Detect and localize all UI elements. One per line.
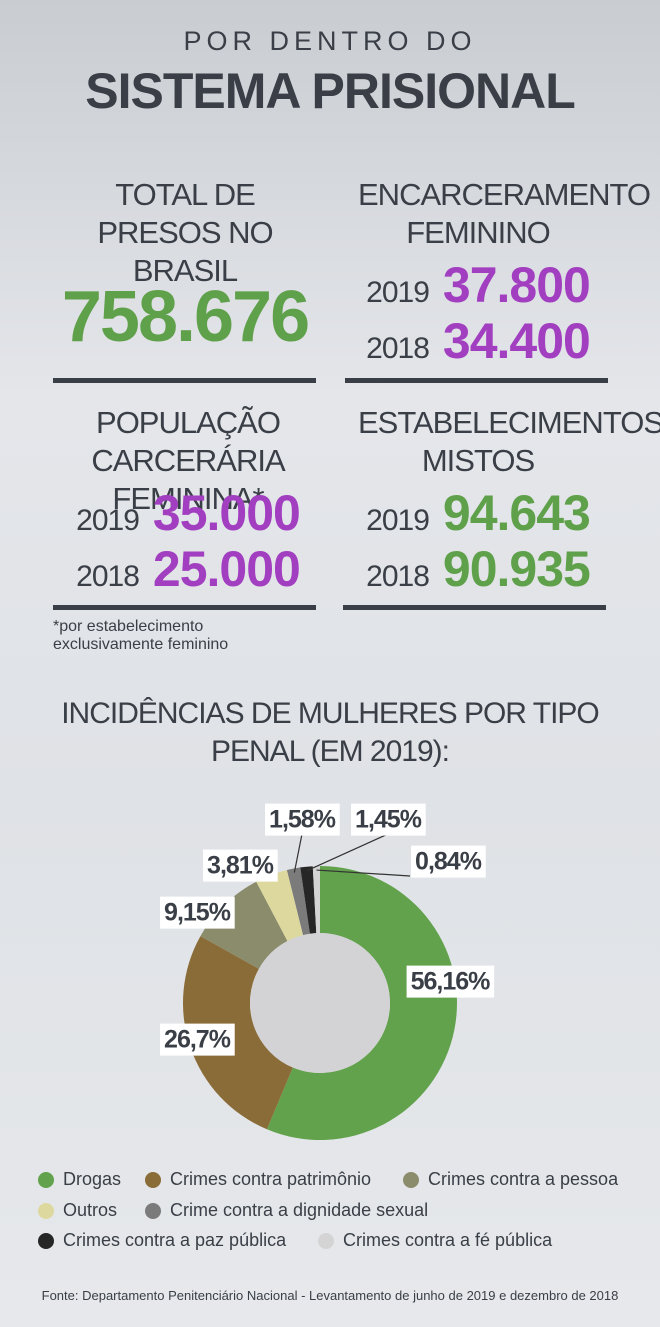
- year: 2018: [366, 560, 430, 593]
- value-label: 0,84%: [411, 845, 486, 878]
- year: 2018: [366, 332, 430, 365]
- value-label-text: 1,45%: [355, 806, 422, 834]
- legend-label: Crimes contra a paz pública: [63, 1230, 287, 1250]
- year: 2018: [76, 560, 140, 593]
- value-label: 1,45%: [351, 803, 426, 836]
- donut-slice: [312, 866, 320, 934]
- label-bg: [265, 803, 340, 836]
- separator: [345, 378, 608, 383]
- stat-row: 2018 90.935: [348, 540, 608, 598]
- leader-line: [293, 833, 303, 873]
- year: 2019: [366, 276, 430, 309]
- donut-slice: [300, 866, 317, 934]
- stat-value: 94.643: [442, 485, 591, 541]
- label-bg: [160, 1023, 235, 1056]
- label-bg: [160, 896, 235, 929]
- leader-line: [306, 833, 389, 872]
- value-label: 9,15%: [160, 896, 235, 929]
- legend-item: Crimes contra patrimônio: [145, 1169, 371, 1190]
- stat-value: 35.000: [152, 485, 301, 541]
- donut-slice: [286, 867, 310, 936]
- legend-item: Crimes contra a paz pública: [38, 1230, 286, 1251]
- separator: [343, 605, 606, 610]
- label-bg: [351, 803, 426, 836]
- donut-slice: [183, 936, 293, 1130]
- value-label: 3,81%: [203, 849, 278, 882]
- year: 2019: [76, 504, 140, 537]
- kicker: POR DENTRO DO: [183, 26, 477, 56]
- footnote: *por estabelecimento exclusivamente femi…: [53, 618, 229, 653]
- donut-hole: [250, 933, 390, 1073]
- value-label: 56,16%: [406, 965, 495, 998]
- stat-value: 25.000: [152, 541, 301, 597]
- stat-value: 37.800: [442, 257, 591, 313]
- legend-item: Crimes contra a pessoa: [403, 1169, 618, 1190]
- stat-row: 2019 35.000: [58, 484, 318, 542]
- value-label-text: 56,16%: [411, 968, 491, 996]
- label-bg: [203, 849, 278, 882]
- legend-marker: [403, 1171, 419, 1188]
- leader-line: [316, 869, 411, 877]
- value-label-text: 26,7%: [164, 1026, 231, 1054]
- donut-slice: [200, 881, 288, 969]
- year: 2019: [366, 504, 430, 537]
- chart-title: INCIDÊNCIAS DE MULHERES POR TIPO PENAL (…: [61, 697, 600, 768]
- legend-marker: [38, 1171, 54, 1188]
- legend-label: Crimes contra a fé pública: [343, 1230, 553, 1250]
- separator: [53, 605, 316, 610]
- value-label-text: 1,58%: [269, 806, 336, 834]
- value-label-text: 3,81%: [207, 852, 274, 880]
- value-label-text: 9,15%: [164, 899, 231, 927]
- stat-row: 2018 25.000: [58, 540, 318, 598]
- label-bg: [406, 965, 495, 998]
- legend-label: Crime contra a dignidade sexual: [170, 1200, 429, 1220]
- legend-item: Crimes contra a fé pública: [318, 1230, 552, 1251]
- stat-value: 758.676: [61, 277, 310, 357]
- legend-item: Outros: [38, 1200, 117, 1221]
- stat-title: POPULAÇÃO CARCERÁRIA FEMININA*: [91, 405, 285, 516]
- legend-marker: [145, 1171, 161, 1188]
- stat-value: 34.400: [442, 313, 591, 369]
- stat-value: 90.935: [442, 541, 591, 597]
- source: Fonte: Departamento Penitenciário Nacion…: [41, 1288, 619, 1303]
- legend-marker: [38, 1202, 54, 1219]
- label-bg: [411, 845, 486, 878]
- legend-marker: [38, 1232, 54, 1249]
- legend-label: Drogas: [63, 1169, 122, 1189]
- legend-label: Outros: [63, 1200, 118, 1220]
- stat-row: 2019 94.643: [348, 484, 608, 542]
- legend-marker: [145, 1202, 161, 1219]
- value-label: 1,58%: [265, 803, 340, 836]
- legend-item: Crime contra a dignidade sexual: [145, 1200, 428, 1221]
- legend-label: Crimes contra a pessoa: [428, 1169, 619, 1189]
- donut-slice: [266, 866, 458, 1140]
- legend-item: Drogas: [38, 1169, 121, 1190]
- stat-row: 2018 34.400: [348, 312, 608, 370]
- legend-label: Crimes contra patrimônio: [170, 1169, 372, 1189]
- value-label: 26,7%: [160, 1023, 235, 1056]
- donut-slice: [256, 870, 304, 942]
- separator: [53, 378, 316, 383]
- title: SISTEMA PRISIONAL: [85, 63, 576, 119]
- stat-title: TOTAL DE PRESOS NO BRASIL: [97, 177, 273, 288]
- legend-marker: [318, 1232, 334, 1249]
- stat-row: 2019 37.800: [348, 256, 608, 314]
- value-label-text: 0,84%: [415, 848, 482, 876]
